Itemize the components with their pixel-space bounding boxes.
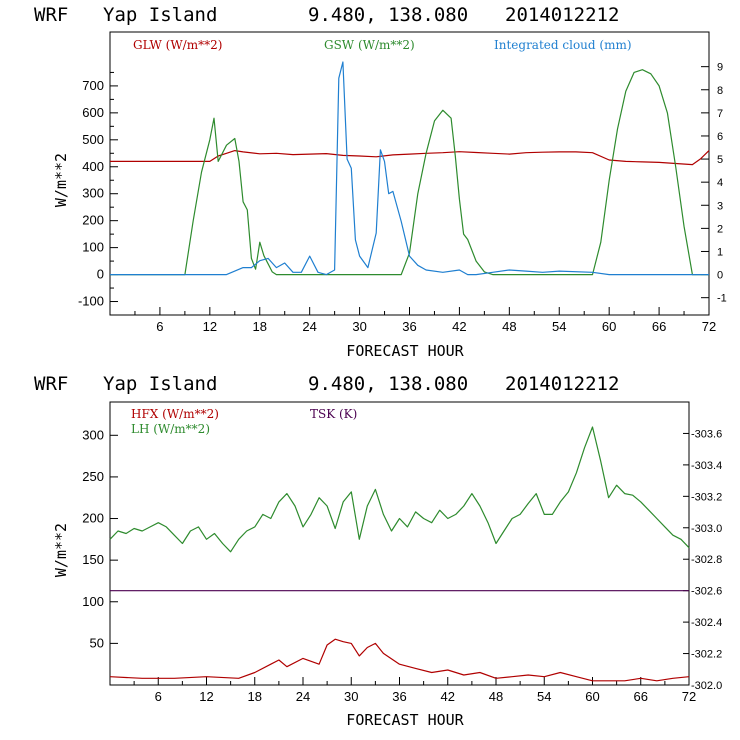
chart-1-series-integrated-cloud-mm — [110, 61, 709, 276]
chart-2-y-tick-label: 200 — [82, 511, 104, 526]
chart-1-y-axis: -100 0 100 200 300 400 500 600 700 — [78, 71, 118, 309]
chart-2-x-tick-label: 60 — [585, 689, 599, 704]
chart-2-y2-tick-label: -303.2 — [691, 491, 722, 503]
chart-2-x-tick-label: 30 — [344, 689, 358, 704]
chart-1-y2-tick-label: 0 — [717, 270, 723, 282]
chart-1-y2-tick-label: 6 — [717, 131, 723, 143]
chart-2-y2-tick-label: -302.0 — [691, 680, 722, 692]
chart-2-y2-tick-label: -303.4 — [691, 460, 722, 472]
chart-1-x-tick-label: 66 — [652, 319, 666, 334]
chart-1-x-tick-label: 12 — [203, 319, 217, 334]
chart-2-series — [109, 426, 690, 682]
chart-1-x-tick-label: 36 — [402, 319, 416, 334]
chart-2-y-tick-label: 100 — [82, 594, 104, 609]
chart-1-y-tick-label: 600 — [82, 105, 104, 120]
chart-2-x-tick-label: 54 — [537, 689, 551, 704]
chart-1-x-tick-label: 60 — [602, 319, 616, 334]
chart-1-y-tick-label: 0 — [97, 267, 104, 282]
chart-1-x-tick-label: 18 — [253, 319, 267, 334]
chart-1-y2-tick-label: 5 — [717, 154, 723, 166]
chart-2-y2-tick-label: -302.6 — [691, 586, 722, 598]
chart-1-x-tick-label: 48 — [502, 319, 516, 334]
chart-1: WRF Yap Island 9.480, 138.080 2014012212… — [34, 4, 727, 360]
chart-2-title-run: 2014012212 — [505, 373, 619, 395]
chart-1-title-location: Yap Island — [103, 4, 217, 26]
chart-1-series-gsw-w-m-2 — [110, 69, 709, 276]
chart-1-series — [110, 61, 710, 276]
chart-2-y-tick-label: 50 — [90, 635, 104, 650]
chart-2: WRF Yap Island 9.480, 138.080 2014012212… — [34, 373, 722, 729]
chart-1-x-label: FORECAST HOUR — [346, 342, 464, 360]
chart-1-y-tick-label: 700 — [82, 78, 104, 93]
chart-2-legend-hfx: HFX (W/m**2) — [131, 407, 219, 421]
chart-1-y2-tick-label: -1 — [717, 293, 727, 305]
chart-1-y2-axis: -1 0 1 2 3 4 5 6 7 8 9 — [701, 62, 727, 305]
chart-2-y-label: W/m**2 — [52, 523, 70, 577]
chart-2-y2-axis: -302.0 -302.2 -302.4 -302.6 -302.8 -303.0 -303… — [683, 428, 722, 692]
chart-1-x-tick-label: 24 — [302, 319, 316, 334]
chart-2-y2-tick-label: -302.2 — [691, 649, 722, 661]
chart-1-legend-glw: GLW (W/m**2) — [133, 38, 222, 52]
chart-2-y-tick-label: 150 — [82, 552, 104, 567]
chart-2-x-label: FORECAST HOUR — [346, 711, 464, 729]
chart-1-y2-tick-label: 2 — [717, 223, 723, 235]
chart-1-legend-cloud: Integrated cloud (mm) — [494, 38, 632, 52]
chart-1-y-tick-label: 500 — [82, 132, 104, 147]
chart-1-title-run: 2014012212 — [505, 4, 619, 26]
chart-1-title-model: WRF — [34, 4, 68, 26]
chart-2-x-tick-label: 36 — [392, 689, 406, 704]
chart-2-title-coords: 9.480, 138.080 — [308, 373, 468, 395]
chart-2-y2-tick-label: -303.0 — [691, 523, 722, 535]
chart-1-series-glw-w-m-2 — [110, 150, 710, 166]
chart-1-y-tick-label: 100 — [82, 240, 104, 255]
chart-2-title-model: WRF — [34, 373, 68, 395]
chart-2-y-tick-label: 300 — [82, 427, 104, 442]
chart-1-x-tick-label: 42 — [452, 319, 466, 334]
chart-2-series-lh-w-m-2 — [109, 426, 690, 553]
chart-2-x-axis: 6 12 18 24 30 36 42 48 54 60 66 72 — [133, 677, 696, 704]
chart-2-x-tick-label: 72 — [682, 689, 696, 704]
chart-1-y2-tick-label: 9 — [717, 62, 723, 74]
chart-2-x-tick-label: 6 — [155, 689, 162, 704]
chart-1-y2-tick-label: 7 — [717, 108, 723, 120]
chart-2-x-tick-label: 18 — [248, 689, 262, 704]
chart-1-x-axis: 6 12 18 24 30 36 42 48 54 60 66 72 — [134, 307, 716, 334]
chart-1-title-coords: 9.480, 138.080 — [308, 4, 468, 26]
chart-1-y2-tick-label: 8 — [717, 85, 723, 97]
chart-2-plot-frame — [109, 401, 690, 686]
chart-1-y-tick-label: 400 — [82, 159, 104, 174]
chart-1-y-tick-label: -100 — [78, 294, 104, 309]
chart-1-x-tick-label: 72 — [702, 319, 716, 334]
chart-1-y-label: W/m**2 — [52, 153, 70, 207]
chart-1-x-tick-label: 30 — [352, 319, 366, 334]
chart-2-x-tick-label: 24 — [296, 689, 310, 704]
chart-1-y2-tick-label: 1 — [717, 246, 723, 258]
chart-2-x-tick-label: 42 — [441, 689, 455, 704]
chart-2-y2-tick-label: -302.4 — [691, 617, 722, 629]
chart-1-y-tick-label: 300 — [82, 186, 104, 201]
chart-2-legend-tsk: TSK (K) — [310, 407, 357, 421]
chart-1-x-tick-label: 6 — [156, 319, 163, 334]
chart-2-y-tick-label: 250 — [82, 469, 104, 484]
chart-2-x-tick-label: 66 — [634, 689, 648, 704]
chart-2-y2-tick-label: -302.8 — [691, 554, 722, 566]
chart-1-plot-frame — [109, 31, 710, 316]
chart-2-x-tick-label: 48 — [489, 689, 503, 704]
chart-2-title-location: Yap Island — [103, 373, 217, 395]
chart-1-y-tick-label: 200 — [82, 213, 104, 228]
chart-1-legend-gsw: GSW (W/m**2) — [324, 38, 415, 52]
chart-2-x-tick-label: 12 — [199, 689, 213, 704]
chart-2-legend-lh: LH (W/m**2) — [131, 422, 210, 436]
chart-1-x-tick-label: 54 — [552, 319, 566, 334]
chart-2-y-axis: 150 200 250 300 50 100 — [82, 427, 118, 650]
chart-1-y2-tick-label: 3 — [717, 200, 723, 212]
chart-2-y2-tick-label: -303.6 — [691, 428, 722, 440]
chart-1-y2-tick-label: 4 — [717, 177, 723, 189]
chart-2-series-hfx-w-m-2 — [109, 638, 690, 682]
